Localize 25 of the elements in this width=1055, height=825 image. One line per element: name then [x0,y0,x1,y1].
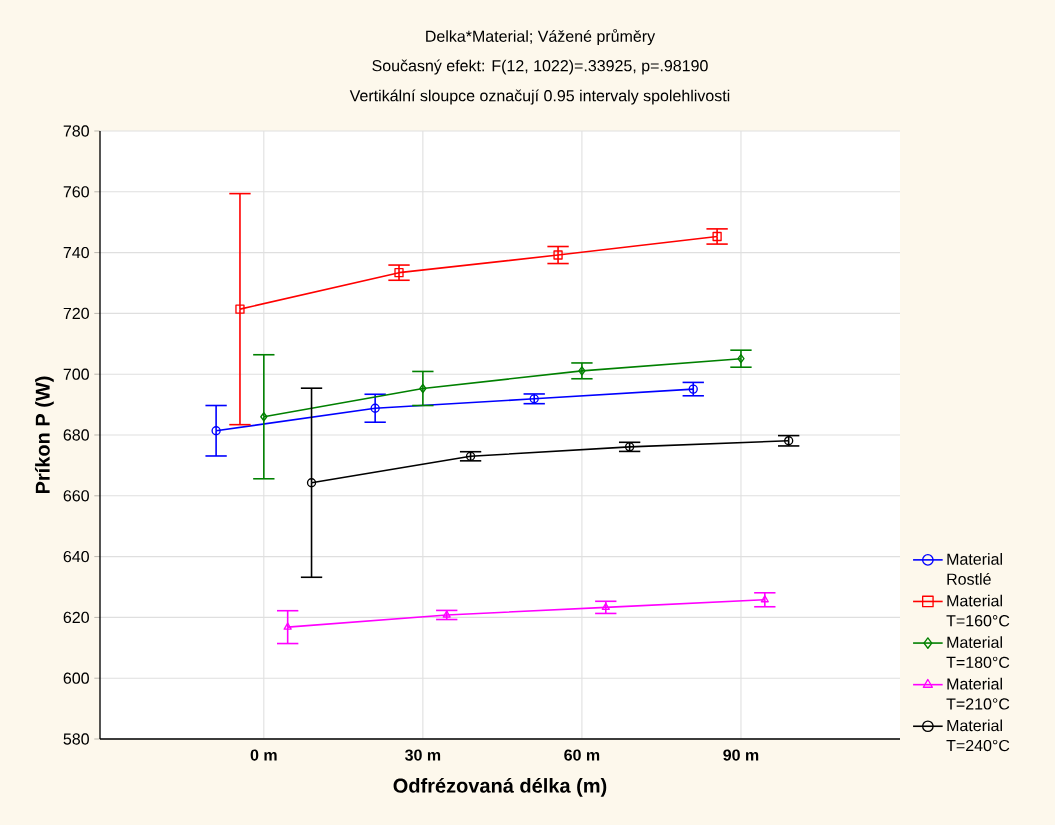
legend-label: Material Rostlé [947,553,1002,585]
y-tick-label: 660 [63,490,89,502]
chart-subtitle: Současný efekt: F(12, 1022)=.33925, p=.98190 [372,59,708,75]
x-tick-label: 30 m [405,749,441,761]
x-tick-label: 0 m [250,749,277,761]
y-axis-title: Príkon P (W) [34,376,54,494]
y-tick-label: 640 [63,550,89,563]
y-tick-label: 680 [63,429,89,441]
y-tick-label: 620 [63,611,89,624]
legend-label: Material T=210°C [946,677,1010,710]
y-tick-label: 580 [63,733,89,745]
y-tick-label: 700 [63,368,89,380]
text: Vertikální sloupce označují 0.95 intervaly spolehlivosti [349,89,730,105]
x-axis-title: Odfrézovaná délka (m) [393,777,607,797]
y-tick-label: 720 [63,307,89,320]
y-tick-label: 760 [63,186,89,198]
y-tick-label: 780 [63,125,89,137]
x-tick-label: 90 m [723,749,759,761]
legend-label: Material T=160°C [946,594,1010,627]
legend-label: Material T=180°C [946,636,1010,669]
legend-label: Material T=240°C [946,719,1010,752]
chart-title: Delka*Material; Vážené průměry [426,28,656,46]
y-tick-label: 600 [63,672,89,684]
x-tick-label: 60 m [564,749,600,761]
y-tick-label: 740 [63,246,89,259]
